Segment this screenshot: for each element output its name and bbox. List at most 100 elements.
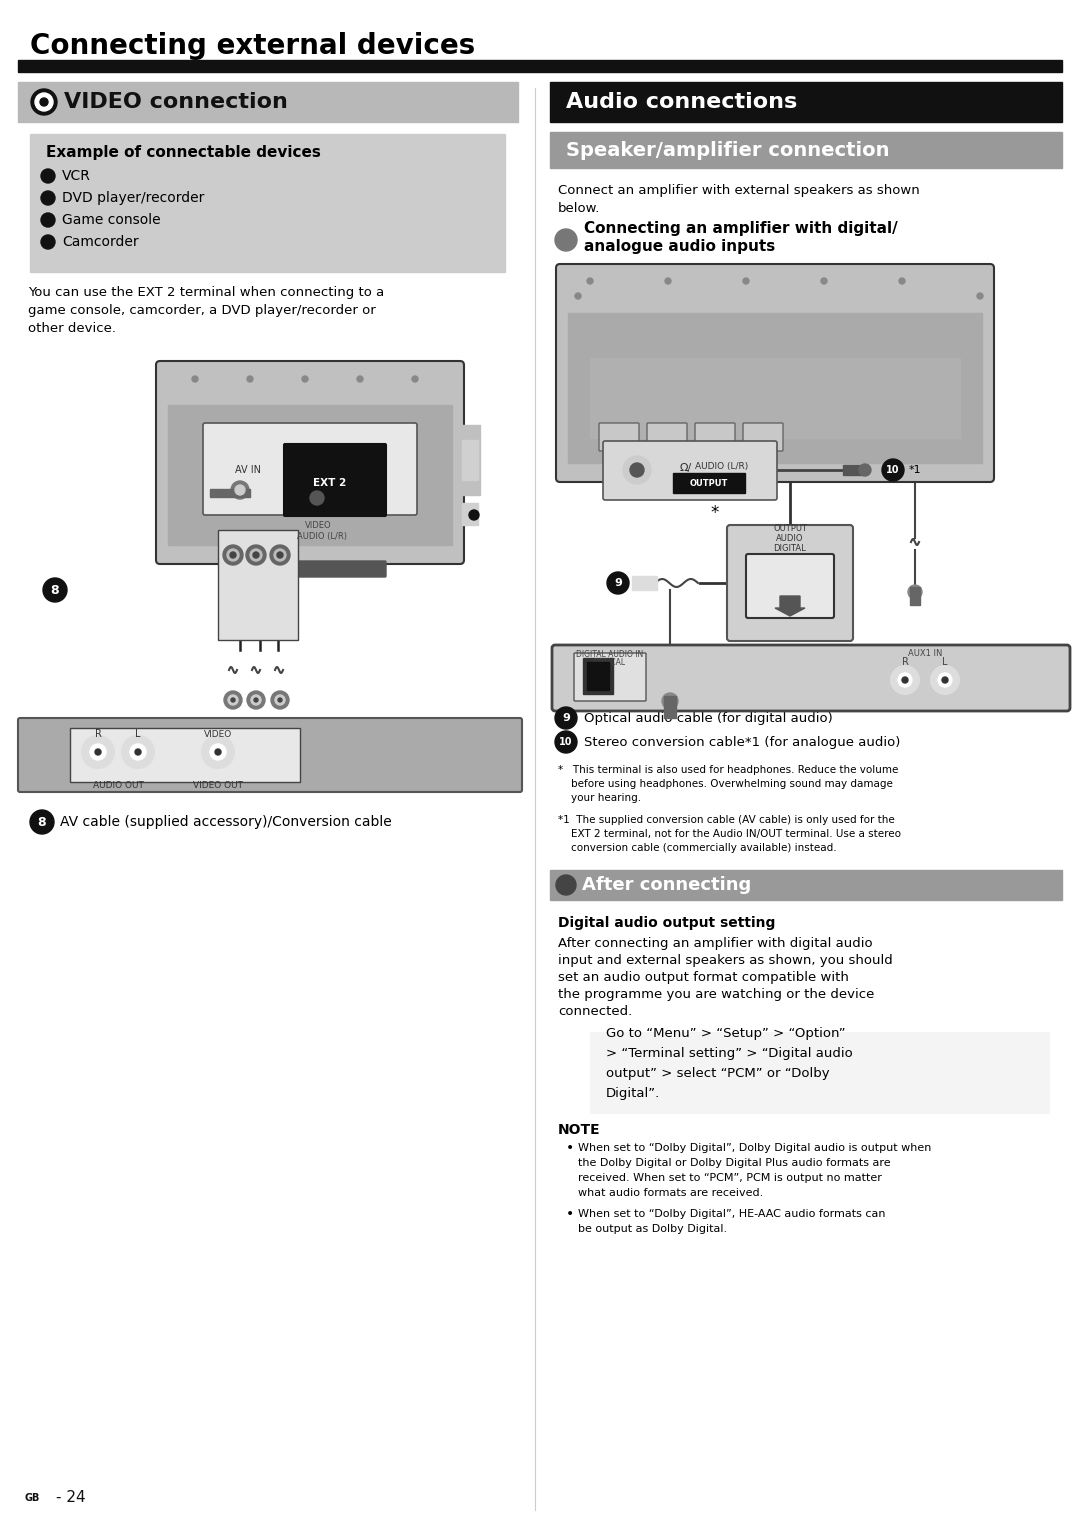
Text: DIGITAL: DIGITAL <box>773 544 807 553</box>
Circle shape <box>41 234 55 250</box>
Text: AV cable (supplied accessory)/Conversion cable: AV cable (supplied accessory)/Conversion… <box>60 815 392 829</box>
Circle shape <box>575 293 581 299</box>
Bar <box>583 659 613 694</box>
Text: VIDEO: VIDEO <box>204 729 232 738</box>
FancyBboxPatch shape <box>239 561 386 578</box>
Circle shape <box>231 481 249 499</box>
Circle shape <box>271 691 289 709</box>
Circle shape <box>555 731 577 754</box>
Circle shape <box>251 696 261 705</box>
Text: below.: below. <box>558 202 600 214</box>
Text: before using headphones. Overwhelming sound may damage: before using headphones. Overwhelming so… <box>558 778 893 789</box>
Text: VIDEO OUT: VIDEO OUT <box>193 780 243 789</box>
Bar <box>910 587 920 605</box>
Circle shape <box>310 490 324 506</box>
Text: Speaker/amplifier connection: Speaker/amplifier connection <box>566 141 890 159</box>
Text: Digital audio output setting: Digital audio output setting <box>558 916 775 930</box>
Circle shape <box>275 696 285 705</box>
Circle shape <box>41 213 55 227</box>
Circle shape <box>556 875 576 895</box>
FancyBboxPatch shape <box>552 645 1070 711</box>
FancyBboxPatch shape <box>743 423 783 450</box>
Text: AUDIO: AUDIO <box>777 533 804 542</box>
Bar <box>462 502 478 525</box>
Text: conversion cable (commercially available) instead.: conversion cable (commercially available… <box>558 843 837 853</box>
Circle shape <box>249 548 262 561</box>
Bar <box>588 662 609 689</box>
Text: AUDIO (L/R): AUDIO (L/R) <box>297 532 347 541</box>
Bar <box>218 530 298 640</box>
Circle shape <box>665 277 671 283</box>
Text: the programme you are watching or the device: the programme you are watching or the de… <box>558 988 875 1000</box>
Circle shape <box>247 375 253 381</box>
Text: set an audio output format compatible with: set an audio output format compatible wi… <box>558 970 849 984</box>
Circle shape <box>31 89 57 115</box>
Text: R: R <box>95 729 102 738</box>
Circle shape <box>95 749 102 755</box>
Text: Ω/: Ω/ <box>680 463 692 473</box>
Bar <box>18 60 1062 72</box>
FancyBboxPatch shape <box>599 423 639 450</box>
Text: *   This terminal is also used for headphones. Reduce the volume: * This terminal is also used for headpho… <box>558 764 899 775</box>
Circle shape <box>41 169 55 182</box>
Text: Example of connectable devices: Example of connectable devices <box>46 144 321 159</box>
Circle shape <box>357 375 363 381</box>
FancyBboxPatch shape <box>284 444 386 516</box>
Text: 10: 10 <box>887 466 900 475</box>
Circle shape <box>276 552 283 558</box>
Circle shape <box>902 677 908 683</box>
FancyBboxPatch shape <box>18 719 522 792</box>
Circle shape <box>202 735 234 768</box>
Text: •: • <box>566 1141 575 1155</box>
Text: *1  The supplied conversion cable (AV cable) is only used for the: *1 The supplied conversion cable (AV cab… <box>558 815 894 826</box>
Circle shape <box>122 735 154 768</box>
Circle shape <box>40 98 48 106</box>
Circle shape <box>43 578 67 602</box>
Text: L: L <box>942 657 948 666</box>
Bar <box>673 473 745 493</box>
Circle shape <box>227 548 239 561</box>
Circle shape <box>897 673 912 686</box>
Text: NOTE: NOTE <box>558 1123 600 1137</box>
Text: be output as Dolby Digital.: be output as Dolby Digital. <box>578 1224 727 1233</box>
Circle shape <box>588 277 593 283</box>
Text: When set to “Dolby Digital”, HE-AAC audio formats can: When set to “Dolby Digital”, HE-AAC audi… <box>578 1209 886 1219</box>
FancyArrow shape <box>775 596 805 616</box>
Text: 8: 8 <box>51 584 59 596</box>
Circle shape <box>278 699 282 702</box>
FancyBboxPatch shape <box>746 555 834 617</box>
Circle shape <box>246 545 266 565</box>
Text: After connecting: After connecting <box>582 876 752 895</box>
Bar <box>462 440 478 480</box>
Circle shape <box>882 460 904 481</box>
Bar <box>458 424 480 495</box>
Text: GB: GB <box>25 1494 40 1503</box>
Bar <box>168 404 453 545</box>
Bar <box>550 870 1062 899</box>
Bar <box>590 358 960 438</box>
Text: - 24: - 24 <box>56 1491 85 1506</box>
Text: Optical audio cable (for digital audio): Optical audio cable (for digital audio) <box>584 711 833 725</box>
Bar <box>30 133 505 273</box>
Circle shape <box>743 277 750 283</box>
Text: •: • <box>566 1207 575 1221</box>
Circle shape <box>630 463 644 476</box>
Text: DVD player/recorder: DVD player/recorder <box>62 192 204 205</box>
Circle shape <box>253 552 259 558</box>
Circle shape <box>891 666 919 694</box>
Bar <box>550 132 1062 169</box>
Text: Connect an amplifier with external speakers as shown: Connect an amplifier with external speak… <box>558 184 920 196</box>
Circle shape <box>821 277 827 283</box>
Text: Connecting external devices: Connecting external devices <box>30 32 475 60</box>
Circle shape <box>469 510 480 519</box>
Text: Digital”.: Digital”. <box>606 1088 660 1100</box>
Circle shape <box>247 691 265 709</box>
Text: output” > select “PCM” or “Dolby: output” > select “PCM” or “Dolby <box>606 1068 829 1080</box>
Bar <box>70 728 300 781</box>
Circle shape <box>555 706 577 729</box>
Text: received. When set to “PCM”, PCM is output no matter: received. When set to “PCM”, PCM is outp… <box>578 1174 882 1183</box>
FancyBboxPatch shape <box>573 653 646 702</box>
Text: Go to “Menu” > “Setup” > “Option”: Go to “Menu” > “Setup” > “Option” <box>606 1028 846 1040</box>
Circle shape <box>899 277 905 283</box>
FancyBboxPatch shape <box>203 423 417 515</box>
